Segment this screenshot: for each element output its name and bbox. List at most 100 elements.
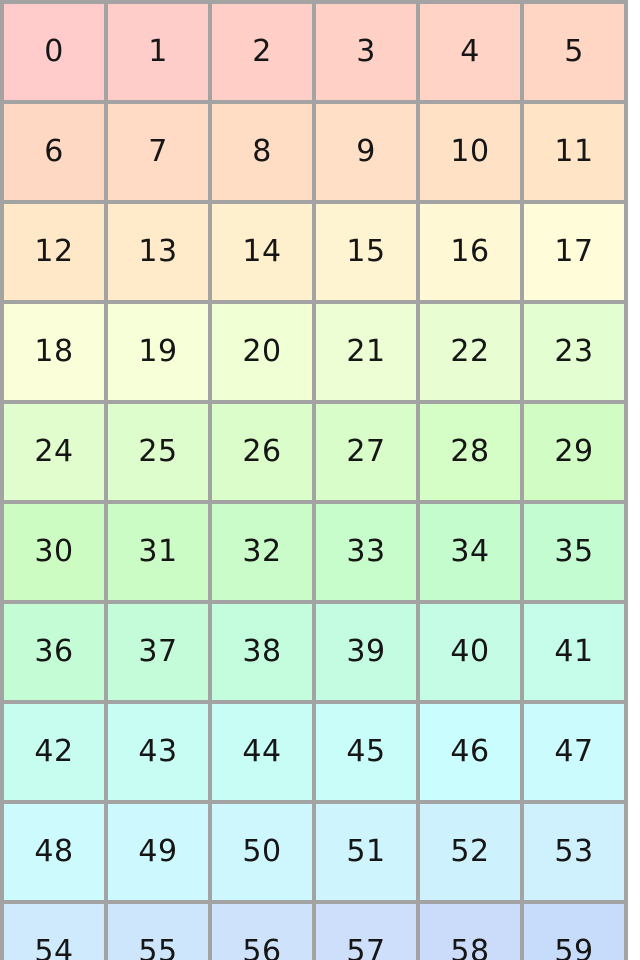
cell-label: 8	[252, 134, 272, 169]
grid-cell[interactable]: 14	[212, 204, 312, 300]
cell-label: 43	[138, 734, 178, 769]
cell-label: 28	[450, 434, 490, 469]
grid-cell[interactable]: 34	[420, 504, 520, 600]
grid-cell[interactable]: 22	[420, 304, 520, 400]
grid-cell[interactable]: 35	[524, 504, 624, 600]
cell-label: 13	[138, 234, 178, 269]
cell-label: 14	[242, 234, 282, 269]
grid-cell[interactable]: 7	[108, 104, 208, 200]
cell-label: 21	[346, 334, 386, 369]
grid-cell[interactable]: 41	[524, 604, 624, 700]
cell-label: 49	[138, 834, 178, 869]
grid-cell[interactable]: 59	[524, 904, 624, 960]
grid-cell[interactable]: 20	[212, 304, 312, 400]
grid-cell[interactable]: 26	[212, 404, 312, 500]
cell-label: 31	[138, 534, 178, 569]
grid-cell[interactable]: 18	[4, 304, 104, 400]
grid-cell[interactable]: 6	[4, 104, 104, 200]
grid-cell[interactable]: 53	[524, 804, 624, 900]
cell-label: 34	[450, 534, 490, 569]
grid-cell[interactable]: 9	[316, 104, 416, 200]
grid-cell[interactable]: 49	[108, 804, 208, 900]
grid-cell[interactable]: 46	[420, 704, 520, 800]
grid-cell[interactable]: 25	[108, 404, 208, 500]
grid-cell[interactable]: 52	[420, 804, 520, 900]
cell-label: 16	[450, 234, 490, 269]
cell-label: 42	[34, 734, 74, 769]
grid-cell[interactable]: 24	[4, 404, 104, 500]
cell-label: 23	[554, 334, 594, 369]
cell-label: 30	[34, 534, 74, 569]
cell-label: 40	[450, 634, 490, 669]
cell-label: 39	[346, 634, 386, 669]
grid-cell[interactable]: 47	[524, 704, 624, 800]
grid-cell[interactable]: 27	[316, 404, 416, 500]
cell-label: 51	[346, 834, 386, 869]
cell-label: 20	[242, 334, 282, 369]
cell-label: 12	[34, 234, 74, 269]
cell-label: 15	[346, 234, 386, 269]
cell-label: 7	[148, 134, 168, 169]
grid-cell[interactable]: 3	[316, 4, 416, 100]
grid-cell[interactable]: 28	[420, 404, 520, 500]
cell-label: 33	[346, 534, 386, 569]
cell-label: 26	[242, 434, 282, 469]
grid-cell[interactable]: 4	[420, 4, 520, 100]
grid-cell[interactable]: 1	[108, 4, 208, 100]
cell-label: 45	[346, 734, 386, 769]
grid-cell[interactable]: 39	[316, 604, 416, 700]
cell-label: 18	[34, 334, 74, 369]
grid-cell[interactable]: 29	[524, 404, 624, 500]
cell-label: 19	[138, 334, 178, 369]
grid-cell[interactable]: 19	[108, 304, 208, 400]
cell-label: 57	[346, 934, 386, 960]
grid-cell[interactable]: 54	[4, 904, 104, 960]
cell-label: 27	[346, 434, 386, 469]
grid-cell[interactable]: 40	[420, 604, 520, 700]
grid-cell[interactable]: 8	[212, 104, 312, 200]
grid-cell[interactable]: 45	[316, 704, 416, 800]
grid-cell[interactable]: 11	[524, 104, 624, 200]
grid-cell[interactable]: 43	[108, 704, 208, 800]
grid-cell[interactable]: 55	[108, 904, 208, 960]
cell-label: 52	[450, 834, 490, 869]
cell-label: 2	[252, 34, 272, 69]
grid-cell[interactable]: 42	[4, 704, 104, 800]
cell-label: 44	[242, 734, 282, 769]
cell-label: 55	[138, 934, 178, 960]
grid-cell[interactable]: 51	[316, 804, 416, 900]
grid-cell[interactable]: 15	[316, 204, 416, 300]
grid-cell[interactable]: 30	[4, 504, 104, 600]
grid-cell[interactable]: 33	[316, 504, 416, 600]
grid-cell[interactable]: 32	[212, 504, 312, 600]
cell-label: 54	[34, 934, 74, 960]
grid-cell[interactable]: 2	[212, 4, 312, 100]
grid-cell[interactable]: 31	[108, 504, 208, 600]
grid-cell[interactable]: 12	[4, 204, 104, 300]
grid-cell[interactable]: 5	[524, 4, 624, 100]
grid-cell[interactable]: 13	[108, 204, 208, 300]
grid-cell[interactable]: 23	[524, 304, 624, 400]
grid-cell[interactable]: 58	[420, 904, 520, 960]
grid-cell[interactable]: 37	[108, 604, 208, 700]
grid-cell[interactable]: 21	[316, 304, 416, 400]
cell-label: 5	[564, 34, 584, 69]
cell-label: 48	[34, 834, 74, 869]
grid-cell[interactable]: 36	[4, 604, 104, 700]
grid-cell[interactable]: 0	[4, 4, 104, 100]
cell-label: 0	[44, 34, 64, 69]
cell-label: 47	[554, 734, 594, 769]
grid-cell[interactable]: 17	[524, 204, 624, 300]
grid-cell[interactable]: 50	[212, 804, 312, 900]
cell-label: 9	[356, 134, 376, 169]
grid-cell[interactable]: 44	[212, 704, 312, 800]
grid-cell[interactable]: 10	[420, 104, 520, 200]
grid-cell[interactable]: 16	[420, 204, 520, 300]
grid-cell[interactable]: 48	[4, 804, 104, 900]
grid-cell[interactable]: 57	[316, 904, 416, 960]
grid-cell[interactable]: 38	[212, 604, 312, 700]
cell-label: 4	[460, 34, 480, 69]
grid-cell[interactable]: 56	[212, 904, 312, 960]
